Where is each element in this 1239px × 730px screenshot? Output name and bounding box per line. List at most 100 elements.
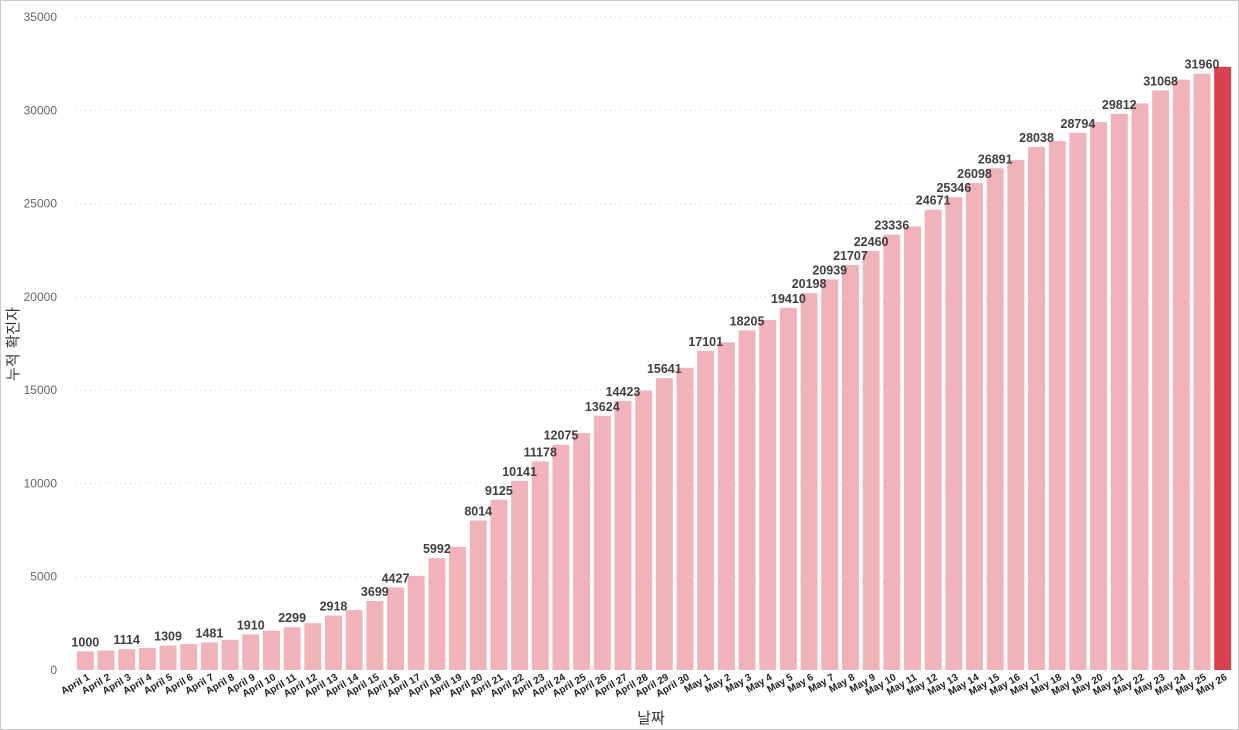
bar-may-5[interactable] bbox=[779, 307, 797, 670]
data-label: 29812 bbox=[1102, 98, 1137, 112]
bar-may-14[interactable] bbox=[966, 183, 983, 671]
y-tick-label: 25000 bbox=[24, 197, 58, 211]
bar-april-28[interactable] bbox=[635, 390, 653, 670]
data-label: 8014 bbox=[464, 504, 492, 518]
bar-april-27[interactable] bbox=[614, 400, 632, 670]
bar-april-2[interactable] bbox=[97, 650, 115, 670]
data-label: 20198 bbox=[792, 277, 827, 291]
y-tick-label: 10000 bbox=[24, 476, 58, 490]
data-label: 5992 bbox=[423, 542, 451, 556]
bar-april-3[interactable] bbox=[118, 649, 136, 670]
data-label: 22460 bbox=[854, 235, 889, 249]
data-label: 9125 bbox=[485, 484, 513, 498]
data-label: 14423 bbox=[606, 385, 641, 399]
bar-may-26[interactable] bbox=[1214, 66, 1232, 670]
bar-may-2[interactable] bbox=[717, 342, 735, 670]
bar-may-10[interactable] bbox=[883, 234, 901, 670]
bar-april-8[interactable] bbox=[221, 639, 239, 670]
data-label: 10141 bbox=[502, 465, 537, 479]
bar-may-22[interactable] bbox=[1131, 103, 1149, 670]
bar-april-26[interactable] bbox=[593, 415, 611, 670]
bar-april-11[interactable] bbox=[283, 627, 301, 670]
data-label: 13624 bbox=[585, 400, 620, 414]
bar-april-4[interactable] bbox=[138, 647, 156, 670]
data-label: 1000 bbox=[71, 635, 99, 649]
bar-may-20[interactable] bbox=[1090, 122, 1108, 670]
bar-may-18[interactable] bbox=[1048, 140, 1066, 670]
data-label: 1114 bbox=[113, 633, 139, 647]
bar-may-19[interactable] bbox=[1069, 132, 1087, 670]
x-axis-title: 날짜 bbox=[637, 709, 665, 727]
bar-may-17[interactable] bbox=[1028, 146, 1046, 671]
data-label: 28794 bbox=[1061, 117, 1096, 131]
bar-may-1[interactable] bbox=[697, 350, 715, 670]
data-label: 2918 bbox=[320, 600, 348, 614]
data-label: 28038 bbox=[1019, 131, 1054, 145]
bar-may-23[interactable] bbox=[1152, 90, 1170, 671]
bar-april-7[interactable] bbox=[200, 642, 218, 670]
bar-april-10[interactable] bbox=[262, 630, 280, 670]
bar-may-7[interactable] bbox=[821, 279, 839, 670]
data-label: 26891 bbox=[978, 152, 1013, 166]
bar-april-19[interactable] bbox=[449, 546, 467, 670]
bar-may-4[interactable] bbox=[759, 319, 777, 670]
data-label: 20939 bbox=[812, 263, 847, 277]
bar-may-12[interactable] bbox=[924, 209, 942, 670]
data-label: 4427 bbox=[382, 571, 410, 585]
data-label: 1910 bbox=[237, 618, 265, 632]
bar-may-16[interactable] bbox=[1007, 160, 1025, 670]
bar-april-9[interactable] bbox=[242, 634, 260, 670]
bar-april-12[interactable] bbox=[304, 623, 322, 670]
y-axis-title: 누적 확진자 bbox=[4, 307, 22, 381]
bar-april-16[interactable] bbox=[387, 587, 404, 670]
data-label: 2299 bbox=[278, 611, 306, 625]
bar-april-17[interactable] bbox=[407, 575, 425, 670]
bar-april-1[interactable] bbox=[76, 651, 94, 670]
data-label: 12075 bbox=[544, 429, 579, 443]
y-tick-label: 0 bbox=[50, 663, 57, 677]
data-label: 11178 bbox=[524, 445, 557, 459]
bar-may-15[interactable] bbox=[986, 168, 1004, 670]
bar-may-9[interactable] bbox=[862, 250, 880, 670]
data-label: 23336 bbox=[874, 219, 909, 233]
bar-april-18[interactable] bbox=[428, 558, 446, 670]
data-label: 26098 bbox=[957, 167, 992, 181]
bar-april-29[interactable] bbox=[655, 378, 673, 670]
bar-april-6[interactable] bbox=[180, 644, 198, 670]
bar-may-6[interactable] bbox=[800, 293, 818, 670]
y-tick-label: 35000 bbox=[24, 10, 58, 24]
y-tick-label: 20000 bbox=[24, 290, 58, 304]
data-label: 17101 bbox=[688, 335, 723, 349]
bar-may-25[interactable] bbox=[1193, 73, 1211, 670]
data-label: 3699 bbox=[361, 585, 389, 599]
bar-may-21[interactable] bbox=[1110, 113, 1128, 670]
bar-may-8[interactable] bbox=[841, 265, 859, 670]
data-label: 1309 bbox=[154, 630, 182, 644]
bar-may-13[interactable] bbox=[945, 197, 963, 670]
bar-april-22[interactable] bbox=[511, 480, 529, 670]
bar-april-13[interactable] bbox=[325, 615, 342, 670]
bar-april-14[interactable] bbox=[345, 610, 363, 670]
data-label: 31068 bbox=[1143, 74, 1178, 88]
data-label: 18205 bbox=[730, 314, 765, 328]
bar-may-24[interactable] bbox=[1172, 79, 1190, 671]
bar-april-25[interactable] bbox=[573, 433, 591, 670]
bar-april-20[interactable] bbox=[469, 520, 487, 670]
bar-april-24[interactable] bbox=[552, 444, 570, 670]
bar-april-23[interactable] bbox=[531, 461, 549, 670]
y-tick-label: 30000 bbox=[24, 103, 58, 117]
bar-may-11[interactable] bbox=[904, 226, 921, 670]
bar-april-15[interactable] bbox=[366, 600, 384, 670]
bar-may-3[interactable] bbox=[738, 330, 756, 670]
data-label: 31960 bbox=[1185, 58, 1220, 72]
bar-april-5[interactable] bbox=[159, 645, 177, 670]
bar-april-21[interactable] bbox=[490, 499, 508, 670]
data-label: 1481 bbox=[196, 626, 224, 640]
bars bbox=[76, 66, 1232, 671]
data-label: 24671 bbox=[916, 194, 951, 208]
bar-april-30[interactable] bbox=[676, 367, 694, 670]
